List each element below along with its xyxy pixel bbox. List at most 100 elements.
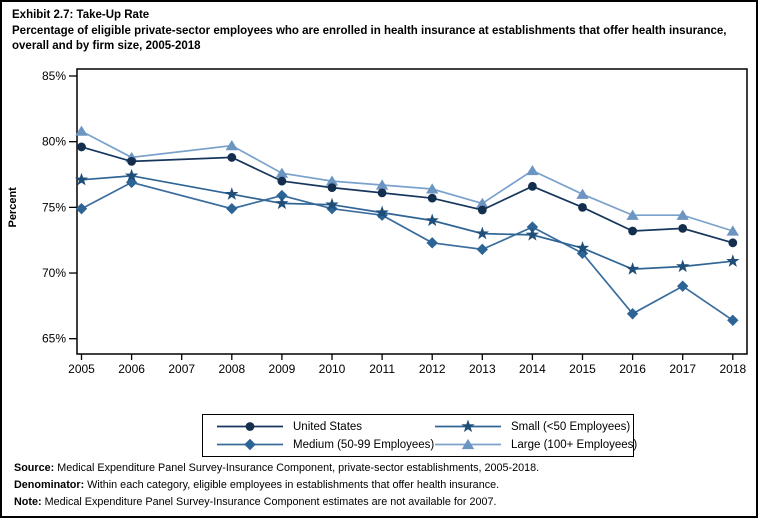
circle-marker <box>578 202 587 212</box>
x-tick-label: 2017 <box>669 362 696 376</box>
note-text: Medical Expenditure Panel Survey-Insuran… <box>41 496 497 508</box>
star-marker <box>676 259 690 273</box>
x-tick-label: 2013 <box>469 362 496 376</box>
circle-marker <box>528 181 537 191</box>
x-tick-label: 2010 <box>319 362 346 376</box>
series-united-states <box>77 142 738 248</box>
chart-footnotes: Source: Medical Expenditure Panel Survey… <box>14 460 748 511</box>
circle-marker <box>628 226 637 236</box>
diamond-marker <box>226 202 238 215</box>
triangle-marker <box>75 125 88 136</box>
star-marker <box>425 213 439 227</box>
legend-label: Large (100+ Employees) <box>511 438 638 451</box>
title-block: Exhibit 2.7: Take-Up Rate Percentage of … <box>12 8 746 55</box>
diamond-marker <box>727 314 739 327</box>
triangle-marker <box>375 179 389 190</box>
legend-item-small-50-employees: Small (<50 Employees) <box>433 419 637 434</box>
exhibit-title: Exhibit 2.7: Take-Up Rate <box>12 9 150 21</box>
series-medium-50-99-employees <box>75 176 739 327</box>
series-line <box>81 174 733 270</box>
y-tick-label: 80% <box>42 135 66 149</box>
star-legend-marker <box>435 419 501 433</box>
diamond-marker <box>426 237 438 249</box>
triangle-marker <box>476 197 489 209</box>
diamond-legend-marker <box>217 438 283 451</box>
circle-marker <box>227 153 237 162</box>
note-label: Note: <box>14 496 42 508</box>
star-marker <box>275 196 289 210</box>
exhibit-subtitle: Percentage of eligible private-sector em… <box>12 24 727 53</box>
y-tick-label: 65% <box>42 332 66 346</box>
legend-item-medium-50-99-employees: Medium (50-99 Employees) <box>215 437 435 452</box>
source-label: Source: <box>14 462 55 474</box>
legend-label: United States <box>293 420 363 433</box>
x-tick-label: 2011 <box>369 362 395 376</box>
footer-note-line: Note: Medical Expenditure Panel Survey-I… <box>14 494 748 511</box>
x-tick-label: 2007 <box>168 362 195 376</box>
series-large-100-employees <box>75 125 739 236</box>
star-marker <box>625 262 640 275</box>
triangle-marker <box>225 140 238 151</box>
footer-denominator-line: Denominator: Within each category, eligi… <box>14 477 748 494</box>
triangle-marker <box>626 209 639 220</box>
star-marker <box>225 187 239 200</box>
legend-item-large-100-employees: Large (100+ Employees) <box>433 437 637 452</box>
circle-marker <box>277 176 287 186</box>
circle-legend-marker <box>217 422 283 431</box>
triangle-marker <box>576 188 589 199</box>
footer-source-line: Source: Medical Expenditure Panel Survey… <box>14 460 748 477</box>
circle-marker <box>477 205 487 215</box>
star-marker <box>726 254 740 267</box>
x-tick-label: 2015 <box>569 362 596 376</box>
circle-marker <box>327 183 337 193</box>
x-tick-label: 2018 <box>719 362 746 376</box>
triangle-marker <box>426 183 439 194</box>
star-marker <box>575 241 590 254</box>
denominator-label: Denominator: <box>14 479 85 491</box>
takeup-rate-line-chart: 85% 80% 75% 70% 65% Percent 2005 2006 2007 2008 20… <box>7 68 748 376</box>
x-tick-label: 2014 <box>519 362 546 376</box>
star-marker <box>325 197 339 211</box>
diamond-marker <box>476 243 488 256</box>
circle-marker <box>678 223 688 233</box>
legend-label: Medium (50-99 Employees) <box>293 438 435 451</box>
y-tick-label: 70% <box>42 266 66 280</box>
chart-legend: United States Small (<50 Employees) Medium… <box>202 414 637 457</box>
plot-area-border <box>76 68 748 355</box>
legend-item-united-states: United States <box>215 419 433 434</box>
x-tick-label: 2008 <box>218 362 245 376</box>
star-marker <box>525 227 540 241</box>
diamond-marker <box>626 308 639 320</box>
star-marker <box>74 172 89 186</box>
circle-marker <box>728 238 738 248</box>
circle-marker <box>427 193 437 203</box>
series-line <box>81 181 734 322</box>
x-tick-label: 2009 <box>269 362 296 376</box>
x-tick-label: 2012 <box>419 362 446 376</box>
diamond-marker <box>276 189 288 202</box>
legend-label: Small (<50 Employees) <box>511 420 631 433</box>
triangle-marker <box>325 175 339 186</box>
star-marker <box>124 168 139 182</box>
triangle-marker <box>275 167 289 178</box>
triangle-legend-marker <box>435 438 501 450</box>
diamond-marker <box>526 221 539 233</box>
triangle-marker <box>526 164 539 176</box>
circle-marker <box>377 188 387 198</box>
circle-marker <box>77 142 86 152</box>
circle-marker <box>127 156 136 166</box>
diamond-marker <box>75 202 88 215</box>
diamond-marker <box>677 280 689 292</box>
y-tick-label: 85% <box>42 69 66 83</box>
x-tick-label: 2016 <box>619 362 646 376</box>
triangle-marker <box>726 225 739 236</box>
x-tick-label: 2005 <box>68 362 95 376</box>
star-marker <box>375 205 389 219</box>
star-marker <box>475 226 489 240</box>
triangle-marker <box>676 209 689 220</box>
y-tick-label: 75% <box>42 200 66 214</box>
y-axis-title: Percent <box>7 187 19 228</box>
denominator-text: Within each category, eligible employees… <box>84 479 500 491</box>
x-tick-label: 2006 <box>118 362 145 376</box>
